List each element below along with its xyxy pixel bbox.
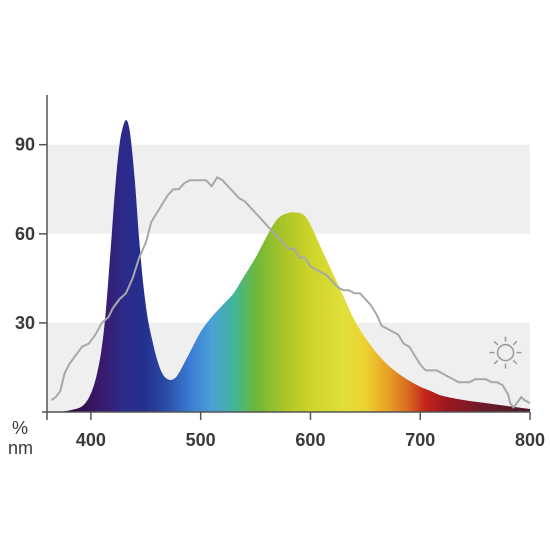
x-tick-label: 700 (405, 430, 435, 450)
y-tick-label: 90 (15, 135, 35, 155)
x-tick-label: 600 (295, 430, 325, 450)
y-ticks: 30 60 90 (15, 135, 47, 333)
plot-area (47, 119, 531, 413)
x-unit-label: nm (8, 438, 33, 458)
y-tick-label: 60 (15, 224, 35, 244)
axes (42, 95, 530, 420)
x-ticks: 400 500 600 700 800 (76, 412, 545, 450)
sun-icon-ray (493, 340, 499, 346)
sun-icon-ray (493, 359, 499, 365)
sun-icon-ray (512, 340, 518, 346)
reference-line (50, 176, 531, 409)
sun-icon-disc (496, 343, 515, 362)
y-unit-label: % (12, 418, 28, 438)
sun-icon-ray (512, 359, 518, 365)
y-tick-label: 30 (15, 313, 35, 333)
x-tick-label: 800 (515, 430, 545, 450)
x-tick-label: 500 (186, 430, 216, 450)
sun-icon (489, 336, 522, 369)
x-tick-label: 400 (76, 430, 106, 450)
spectrum-area (47, 119, 530, 413)
